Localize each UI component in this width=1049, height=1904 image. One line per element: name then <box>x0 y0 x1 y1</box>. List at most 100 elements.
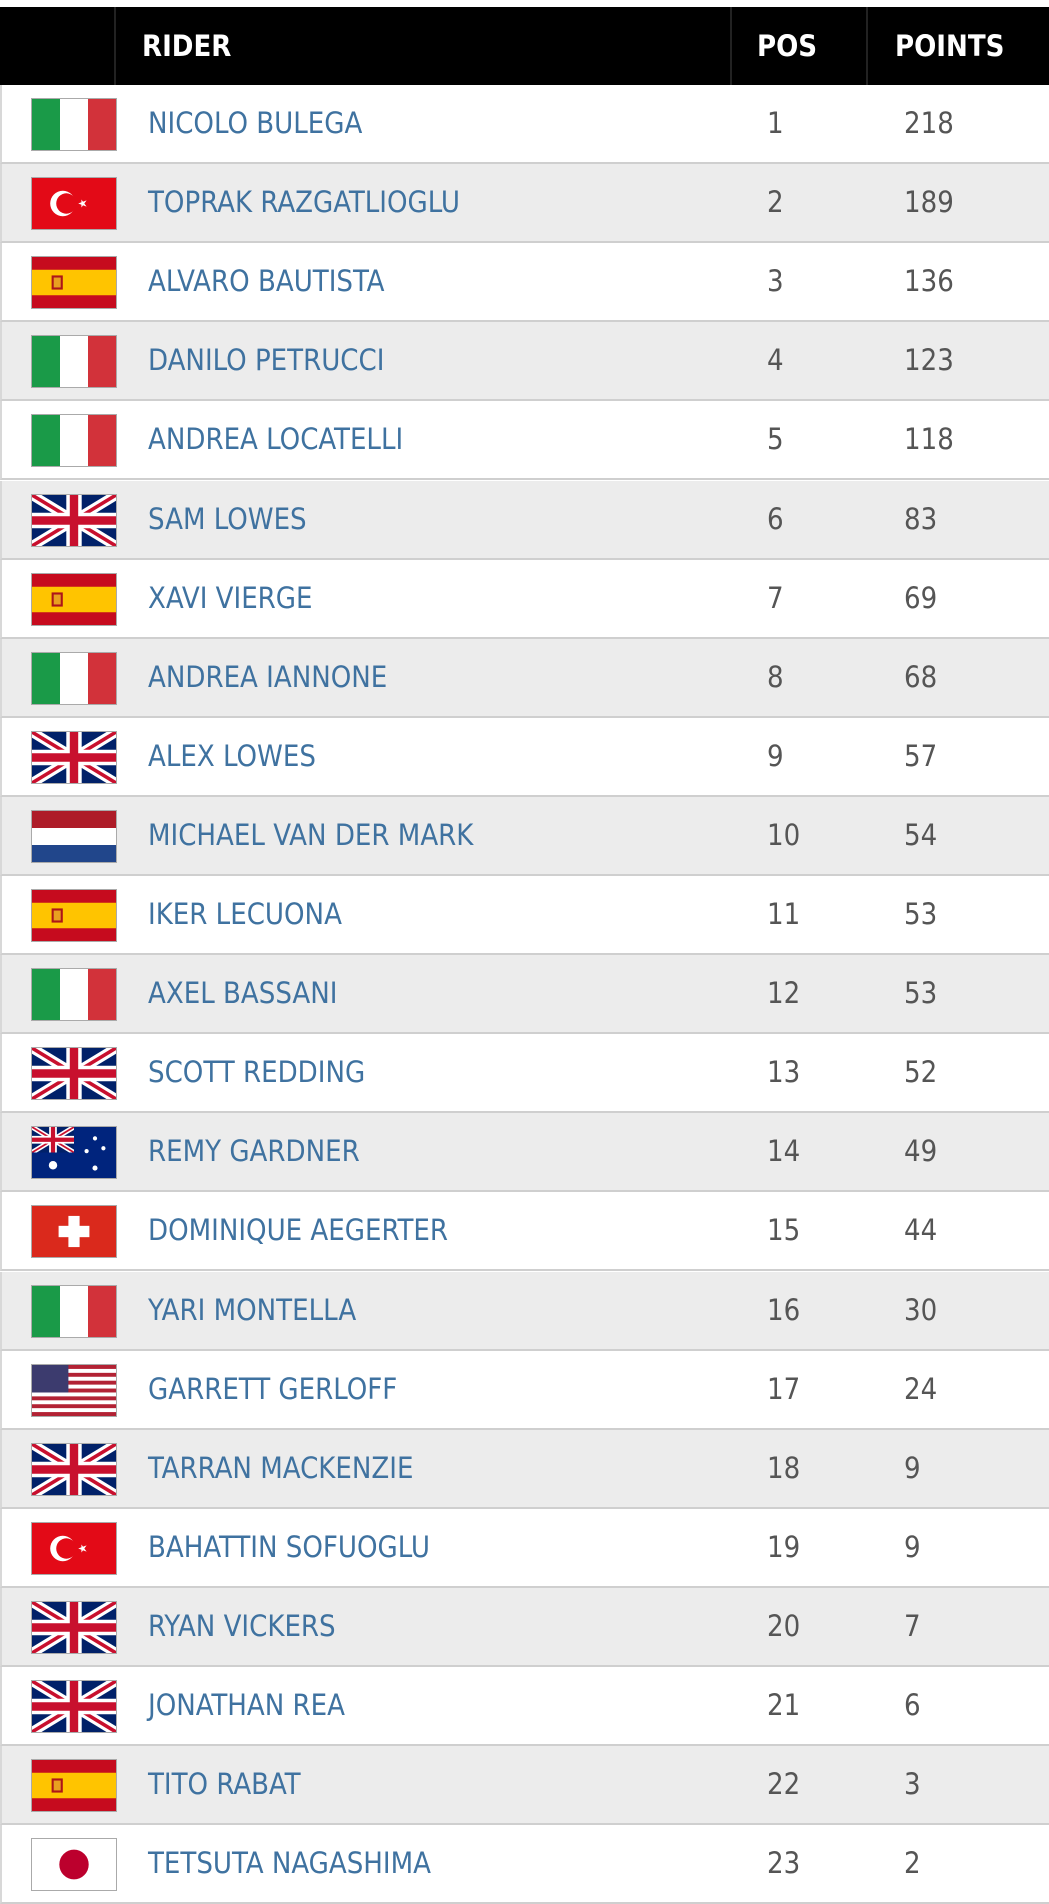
rider-name[interactable]: TOPRAK RAZGATLIOGLU <box>148 185 460 220</box>
rider-name[interactable]: DANILO PETRUCCI <box>148 343 385 378</box>
points: 7 <box>904 1608 921 1643</box>
table-row: ANDREA IANNONE 8 68 <box>0 638 1049 718</box>
rider-name[interactable]: ALEX LOWES <box>148 738 316 773</box>
rider-name[interactable]: NICOLO BULEGA <box>148 106 363 140</box>
position: 22 <box>767 1767 801 1802</box>
rider-name[interactable]: RYAN VICKERS <box>148 1608 336 1643</box>
header-rider: RIDER <box>142 29 232 63</box>
position: 5 <box>767 422 784 457</box>
table-row: DOMINIQUE AEGERTER 15 44 <box>0 1192 1049 1272</box>
flag-icon <box>31 572 117 626</box>
flag-icon <box>31 1126 117 1180</box>
table-row: TETSUTA NAGASHIMA 23 2 <box>0 1825 1049 1904</box>
points: 136 <box>904 264 954 299</box>
flag-icon <box>31 177 117 231</box>
flag-icon <box>31 493 117 547</box>
flag-icon <box>31 335 117 389</box>
table-row: ALEX LOWES 9 57 <box>0 717 1049 797</box>
points: 53 <box>904 897 938 931</box>
table-row: TITO RABAT 22 3 <box>0 1746 1049 1826</box>
table-row: SCOTT REDDING 13 52 <box>0 1034 1049 1114</box>
points: 53 <box>904 976 938 1011</box>
position: 14 <box>767 1134 801 1169</box>
points: 30 <box>904 1292 938 1327</box>
flag-icon <box>31 256 117 310</box>
flag-icon <box>31 1205 117 1259</box>
position: 11 <box>767 897 801 931</box>
rider-name[interactable]: TETSUTA NAGASHIMA <box>148 1846 431 1881</box>
points: 49 <box>904 1134 938 1169</box>
position: 6 <box>767 501 784 536</box>
flag-icon <box>31 1284 117 1338</box>
position: 7 <box>767 580 784 615</box>
flag-icon <box>31 1600 117 1654</box>
flag-icon <box>31 809 117 863</box>
rider-name[interactable]: XAVI VIERGE <box>148 580 313 615</box>
flag-icon <box>31 1680 117 1733</box>
rider-name[interactable]: IKER LECUONA <box>148 897 342 931</box>
rider-name[interactable]: YARI MONTELLA <box>148 1292 357 1327</box>
points: 9 <box>904 1450 921 1485</box>
rider-name[interactable]: REMY GARDNER <box>148 1134 360 1169</box>
table-row: SAM LOWES 6 83 <box>0 480 1049 560</box>
flag-icon <box>31 414 117 468</box>
rider-name[interactable]: TITO RABAT <box>148 1767 301 1802</box>
position: 17 <box>767 1371 801 1406</box>
rider-name[interactable]: ALVARO BAUTISTA <box>148 264 385 299</box>
table-row: REMY GARDNER 14 49 <box>0 1113 1049 1193</box>
position: 23 <box>767 1846 801 1881</box>
position: 19 <box>767 1529 801 1564</box>
points: 2 <box>904 1846 921 1881</box>
rider-name[interactable]: MICHAEL VAN DER MARK <box>148 817 474 852</box>
points: 218 <box>904 106 954 140</box>
table-row: AXEL BASSANI 12 53 <box>0 955 1049 1035</box>
rider-name[interactable]: JONATHAN REA <box>148 1688 345 1722</box>
rider-name[interactable]: AXEL BASSANI <box>148 976 338 1011</box>
position: 2 <box>767 185 784 220</box>
position: 10 <box>767 817 801 852</box>
table-row: XAVI VIERGE 7 69 <box>0 559 1049 639</box>
header-separator <box>866 7 868 85</box>
points: 189 <box>904 185 954 220</box>
points: 118 <box>904 422 954 457</box>
points: 6 <box>904 1688 921 1722</box>
position: 21 <box>767 1688 801 1722</box>
table-row: NICOLO BULEGA 1 218 <box>0 85 1049 164</box>
flag-icon <box>31 1363 117 1417</box>
position: 3 <box>767 264 784 299</box>
table-row: MICHAEL VAN DER MARK 10 54 <box>0 796 1049 876</box>
table-row: RYAN VICKERS 20 7 <box>0 1587 1049 1667</box>
rider-name[interactable]: TARRAN MACKENZIE <box>148 1450 414 1485</box>
rider-name[interactable]: SCOTT REDDING <box>148 1055 366 1090</box>
header-separator <box>114 7 116 85</box>
points: 44 <box>904 1213 938 1248</box>
table-row: IKER LECUONA 11 53 <box>0 876 1049 955</box>
points: 69 <box>904 580 938 615</box>
rider-name[interactable]: GARRETT GERLOFF <box>148 1371 398 1406</box>
rider-name[interactable]: ANDREA LOCATELLI <box>148 422 404 457</box>
flag-icon <box>31 1521 117 1575</box>
rider-name[interactable]: ANDREA IANNONE <box>148 659 388 694</box>
table-row: ANDREA LOCATELLI 5 118 <box>0 401 1049 481</box>
points: 68 <box>904 659 938 694</box>
rider-name[interactable]: DOMINIQUE AEGERTER <box>148 1213 449 1248</box>
rider-name[interactable]: BAHATTIN SOFUOGLU <box>148 1529 430 1564</box>
points: 123 <box>904 343 954 378</box>
table-header: RIDER POS POINTS <box>0 7 1049 85</box>
flag-icon <box>31 968 117 1022</box>
points: 57 <box>904 738 938 773</box>
rider-name[interactable]: SAM LOWES <box>148 501 307 536</box>
flag-icon <box>31 1759 117 1813</box>
points: 83 <box>904 501 938 536</box>
flag-icon <box>31 1047 117 1101</box>
position: 9 <box>767 738 784 773</box>
points: 24 <box>904 1371 938 1406</box>
flag-icon <box>31 651 117 705</box>
flag-icon <box>31 1442 117 1496</box>
points: 3 <box>904 1767 921 1802</box>
flag-icon <box>31 98 117 151</box>
table-row: TARRAN MACKENZIE 18 9 <box>0 1429 1049 1509</box>
position: 15 <box>767 1213 801 1248</box>
table-row: BAHATTIN SOFUOGLU 19 9 <box>0 1508 1049 1588</box>
